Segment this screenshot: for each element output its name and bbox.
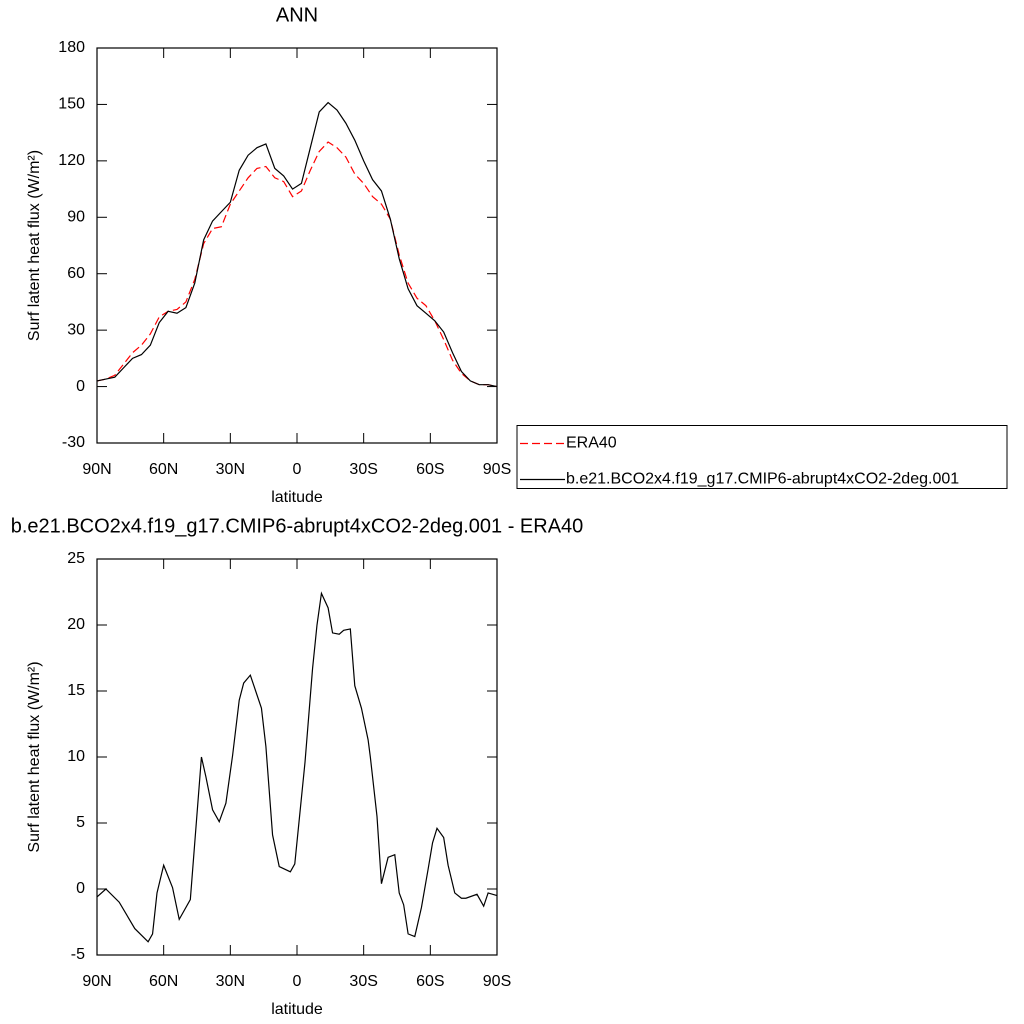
plot-frame	[96, 47, 498, 444]
y-tick-label: 15	[67, 682, 85, 699]
x-axis-title: latitude	[271, 1001, 323, 1018]
legend-box	[516, 425, 1008, 489]
y-tick-label: -5	[71, 946, 85, 963]
x-tick-label: 90N	[82, 973, 111, 990]
x-tick-label: 30S	[349, 461, 377, 478]
y-tick-label: 30	[67, 321, 85, 338]
y-tick-label: 10	[67, 748, 85, 765]
y-tick-label: 0	[76, 378, 85, 395]
chart-title: b.e21.BCO2x4.f19_g17.CMIP6-abrupt4xCO2-2…	[11, 515, 584, 537]
y-tick-label: 25	[67, 550, 85, 567]
x-tick-label: 30N	[216, 461, 245, 478]
x-tick-label: 90N	[82, 461, 111, 478]
y-tick-label: -30	[62, 434, 85, 451]
y-tick-label: 20	[67, 616, 85, 633]
data-line	[96, 101, 498, 388]
y-tick-label: 0	[76, 880, 85, 897]
x-tick-label: 60S	[416, 973, 444, 990]
x-axis-title: latitude	[271, 489, 323, 506]
y-axis-title: Surf latent heat flux (W/m²)	[26, 150, 43, 341]
data-line	[96, 591, 498, 943]
legend-label: b.e21.BCO2x4.f19_g17.CMIP6-abrupt4xCO2-2…	[566, 471, 959, 488]
x-tick-label: 90S	[483, 973, 511, 990]
chart-title: ANN	[276, 4, 318, 26]
x-tick-label: 30S	[349, 973, 377, 990]
y-tick-label: 60	[67, 265, 85, 282]
data-line	[96, 141, 498, 388]
x-tick-label: 90S	[483, 461, 511, 478]
legend-label: ERA40	[566, 435, 617, 452]
y-tick-label: 5	[76, 814, 85, 831]
y-tick-label: 150	[58, 96, 85, 113]
x-tick-label: 60S	[416, 461, 444, 478]
x-tick-label: 0	[293, 461, 302, 478]
x-tick-label: 0	[293, 973, 302, 990]
y-axis-title: Surf latent heat flux (W/m²)	[26, 661, 43, 852]
plot-frame	[96, 558, 498, 956]
y-tick-label: 120	[58, 152, 85, 169]
x-tick-label: 30N	[216, 973, 245, 990]
y-tick-label: 180	[58, 39, 85, 56]
x-tick-label: 60N	[149, 461, 178, 478]
x-tick-label: 60N	[149, 973, 178, 990]
y-tick-label: 90	[67, 209, 85, 226]
